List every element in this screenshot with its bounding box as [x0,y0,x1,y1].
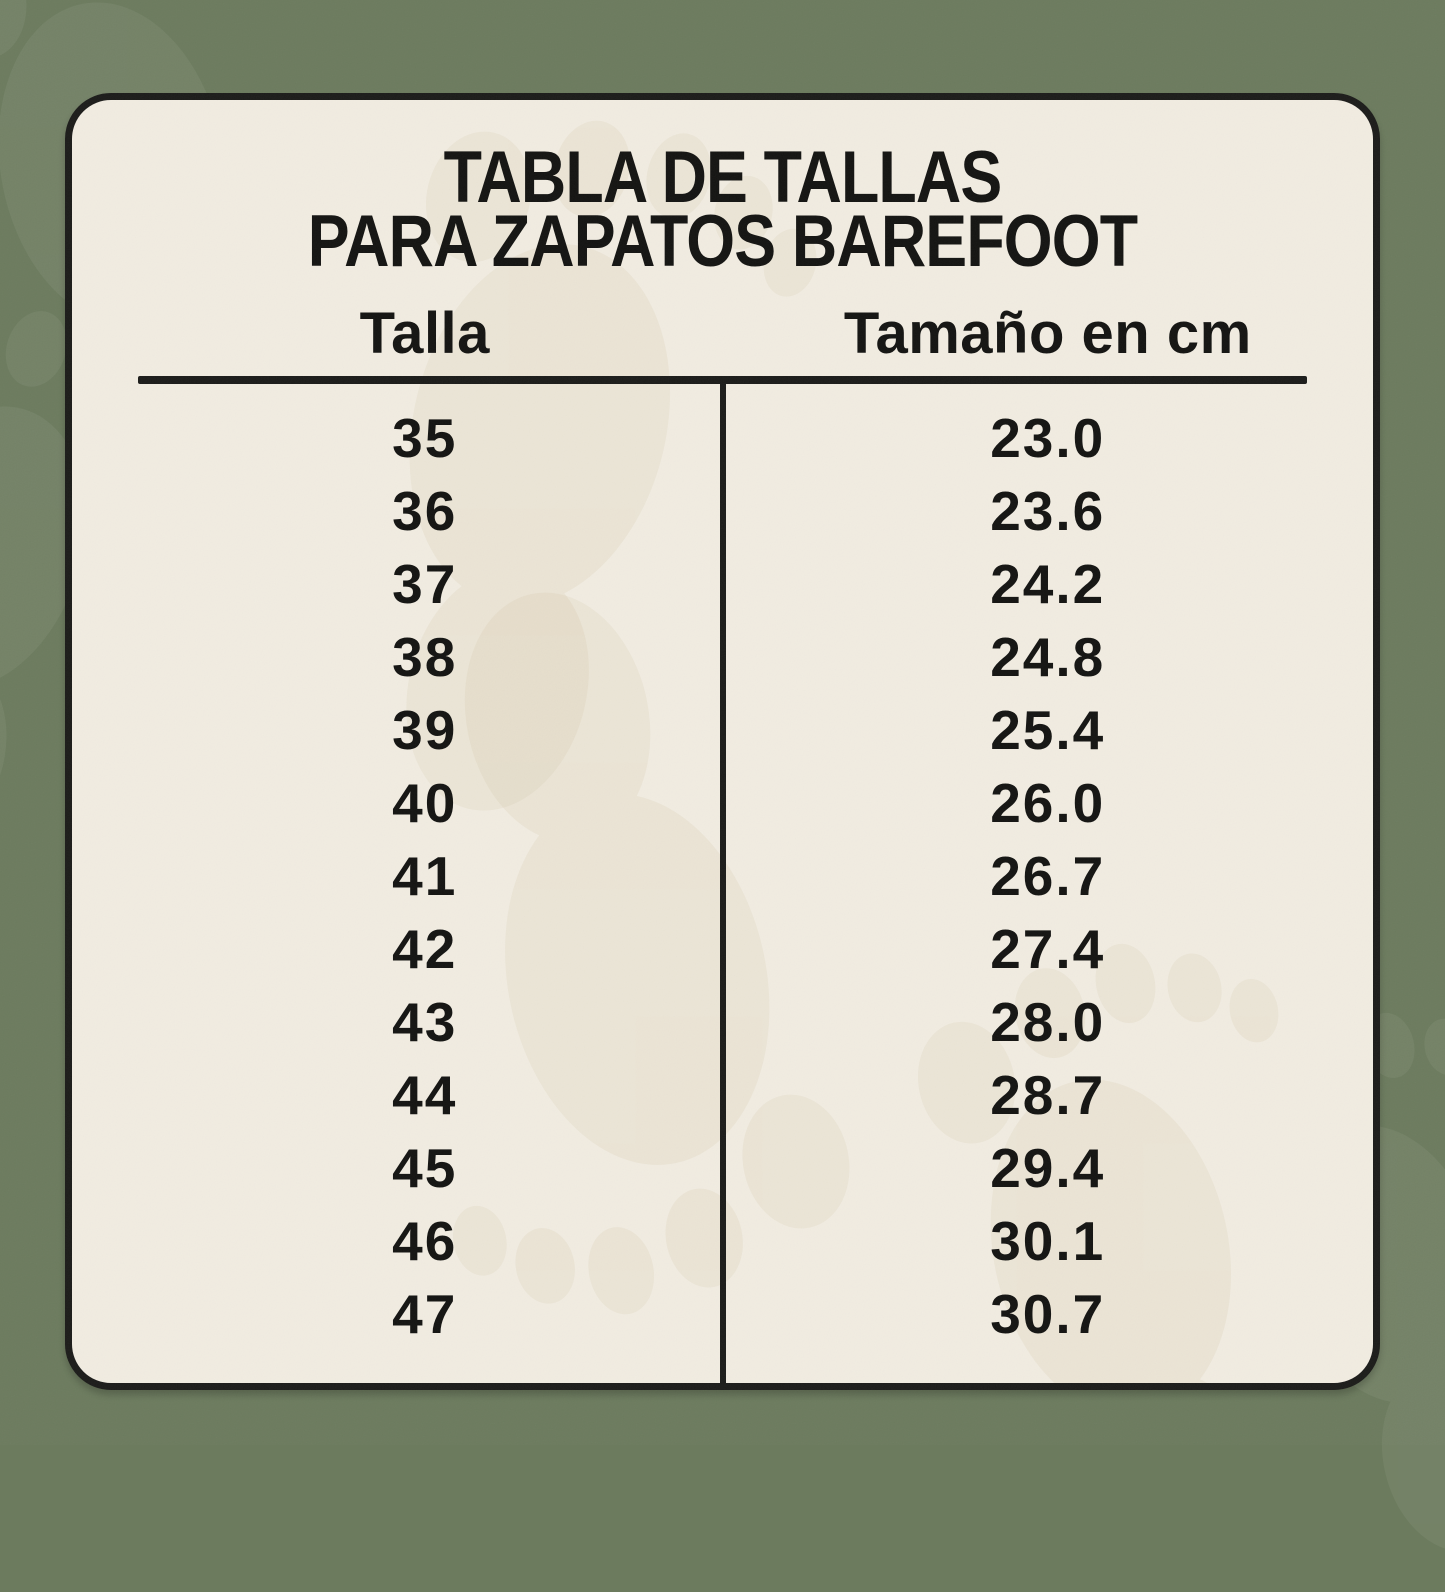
table-row: 42 27.4 [72,912,1373,985]
table-row: 47 30.7 [72,1277,1373,1350]
cm-value: 23.6 [990,479,1106,542]
table-row: 44 28.7 [72,1058,1373,1131]
cm-value: 24.8 [990,625,1106,688]
cm-value: 23.0 [990,406,1106,469]
size-value: 35 [392,406,458,469]
size-value: 45 [392,1136,458,1199]
column-header-talla: Talla [359,301,490,366]
cm-value: 28.0 [990,990,1106,1053]
size-value: 38 [392,625,458,688]
cm-value: 25.4 [990,698,1106,761]
cm-value: 26.0 [990,771,1106,834]
column-header-cm: Tamaño en cm [843,301,1252,366]
table-row: 46 30.1 [72,1204,1373,1277]
table-row: 38 24.8 [72,620,1373,693]
cm-value: 28.7 [990,1063,1106,1126]
chart-title: TABLA DE TALLAS PARA ZAPATOS BAREFOOT [163,141,1282,282]
size-value: 36 [392,479,458,542]
size-value: 43 [392,990,458,1053]
size-value: 39 [392,698,458,761]
size-value: 41 [392,844,458,907]
table-row: 37 24.2 [72,547,1373,620]
chart-title-line2: PARA ZAPATOS BAREFOOT [307,201,1138,282]
size-table: 35 23.0 36 23.6 37 24.2 38 24.8 39 25.4 … [72,392,1373,1350]
cm-value: 30.1 [990,1209,1106,1272]
table-row: 40 26.0 [72,766,1373,839]
table-row: 35 23.0 [72,401,1373,474]
table-row: 39 25.4 [72,693,1373,766]
size-value: 47 [392,1282,458,1345]
cm-value: 26.7 [990,844,1106,907]
cm-value: 29.4 [990,1136,1106,1199]
cm-value: 24.2 [990,552,1106,615]
size-value: 40 [392,771,458,834]
size-value: 46 [392,1209,458,1272]
table-row: 41 26.7 [72,839,1373,912]
cm-value: 27.4 [990,917,1106,980]
table-row: 45 29.4 [72,1131,1373,1204]
table-header-row: Talla Tamaño en cm [72,300,1373,367]
size-value: 42 [392,917,458,980]
cm-value: 30.7 [990,1282,1106,1345]
size-value: 44 [392,1063,458,1126]
size-chart-card: TABLA DE TALLAS PARA ZAPATOS BAREFOOT Ta… [65,93,1380,1390]
table-row: 43 28.0 [72,985,1373,1058]
size-value: 37 [392,552,458,615]
table-row: 36 23.6 [72,474,1373,547]
